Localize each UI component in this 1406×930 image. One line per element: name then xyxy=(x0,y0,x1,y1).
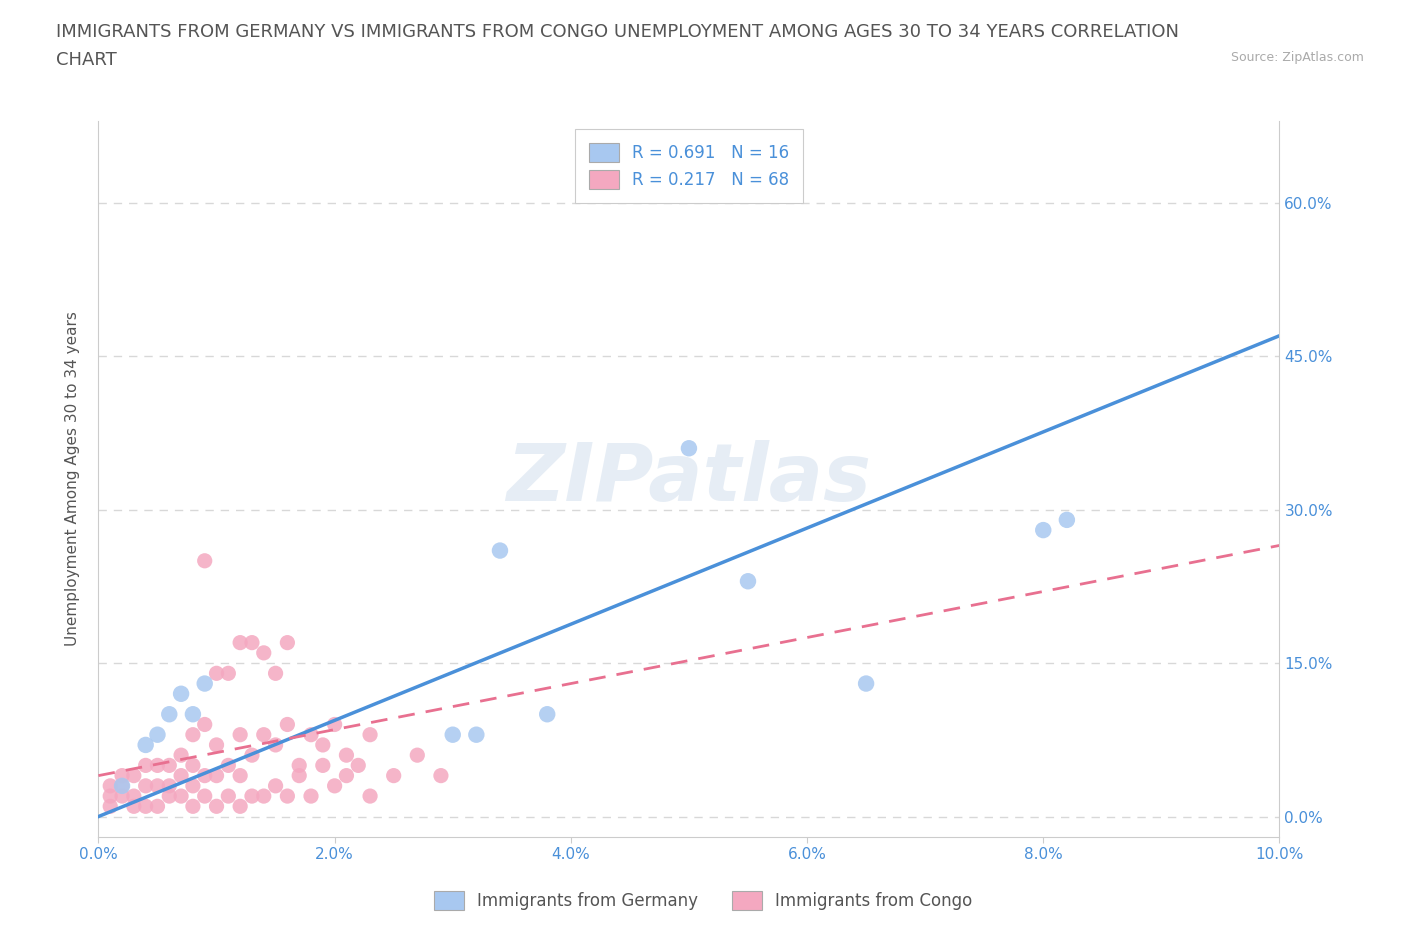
Point xyxy=(111,789,134,804)
Point xyxy=(276,717,298,732)
Point xyxy=(229,727,252,742)
Point xyxy=(678,441,700,456)
Point xyxy=(229,799,252,814)
Text: ZIPatlas: ZIPatlas xyxy=(506,440,872,518)
Point xyxy=(323,778,346,793)
Point xyxy=(205,737,228,752)
Point xyxy=(347,758,370,773)
Point xyxy=(146,778,169,793)
Point xyxy=(194,717,217,732)
Point xyxy=(98,789,121,804)
Point xyxy=(312,758,335,773)
Point xyxy=(122,768,145,783)
Point xyxy=(1032,523,1054,538)
Point xyxy=(135,799,157,814)
Point xyxy=(135,758,157,773)
Point xyxy=(181,707,204,722)
Point xyxy=(359,789,381,804)
Point xyxy=(170,768,193,783)
Point xyxy=(335,768,357,783)
Text: CHART: CHART xyxy=(56,51,117,69)
Point xyxy=(157,707,180,722)
Point xyxy=(194,553,217,568)
Point xyxy=(406,748,429,763)
Point xyxy=(253,727,276,742)
Point xyxy=(253,645,276,660)
Point xyxy=(489,543,512,558)
Point xyxy=(217,789,239,804)
Point xyxy=(240,635,263,650)
Point xyxy=(98,799,121,814)
Point xyxy=(181,758,204,773)
Point xyxy=(323,717,346,732)
Point xyxy=(170,686,193,701)
Point xyxy=(253,789,276,804)
Point xyxy=(855,676,877,691)
Point xyxy=(240,748,263,763)
Point xyxy=(288,768,311,783)
Point xyxy=(299,789,322,804)
Text: IMMIGRANTS FROM GERMANY VS IMMIGRANTS FROM CONGO UNEMPLOYMENT AMONG AGES 30 TO 3: IMMIGRANTS FROM GERMANY VS IMMIGRANTS FR… xyxy=(56,23,1180,41)
Point xyxy=(264,666,287,681)
Point xyxy=(135,778,157,793)
Point xyxy=(288,758,311,773)
Point xyxy=(122,789,145,804)
Point xyxy=(170,748,193,763)
Point xyxy=(111,778,134,793)
Point xyxy=(276,789,298,804)
Point xyxy=(359,727,381,742)
Point xyxy=(217,758,239,773)
Legend: R = 0.691   N = 16, R = 0.217   N = 68: R = 0.691 N = 16, R = 0.217 N = 68 xyxy=(575,129,803,203)
Point xyxy=(465,727,488,742)
Point xyxy=(146,758,169,773)
Point xyxy=(229,635,252,650)
Legend: Immigrants from Germany, Immigrants from Congo: Immigrants from Germany, Immigrants from… xyxy=(427,884,979,917)
Point xyxy=(1056,512,1078,527)
Point xyxy=(111,768,134,783)
Point xyxy=(181,799,204,814)
Point xyxy=(181,778,204,793)
Point xyxy=(430,768,453,783)
Point xyxy=(737,574,759,589)
Point xyxy=(157,789,180,804)
Y-axis label: Unemployment Among Ages 30 to 34 years: Unemployment Among Ages 30 to 34 years xyxy=(65,312,80,646)
Point xyxy=(146,727,169,742)
Point xyxy=(240,789,263,804)
Point xyxy=(382,768,405,783)
Point xyxy=(111,778,134,793)
Point xyxy=(276,635,298,650)
Point xyxy=(205,666,228,681)
Point xyxy=(205,768,228,783)
Point xyxy=(299,727,322,742)
Point xyxy=(157,758,180,773)
Point xyxy=(229,768,252,783)
Point xyxy=(122,799,145,814)
Point xyxy=(264,778,287,793)
Point xyxy=(536,707,558,722)
Point xyxy=(194,768,217,783)
Point xyxy=(335,748,357,763)
Point xyxy=(264,737,287,752)
Point xyxy=(205,799,228,814)
Point xyxy=(146,799,169,814)
Point xyxy=(441,727,464,742)
Point xyxy=(170,789,193,804)
Point xyxy=(194,676,217,691)
Point xyxy=(181,727,204,742)
Point xyxy=(98,778,121,793)
Point xyxy=(194,789,217,804)
Text: Source: ZipAtlas.com: Source: ZipAtlas.com xyxy=(1230,51,1364,64)
Point xyxy=(217,666,239,681)
Point xyxy=(312,737,335,752)
Point xyxy=(135,737,157,752)
Point xyxy=(157,778,180,793)
